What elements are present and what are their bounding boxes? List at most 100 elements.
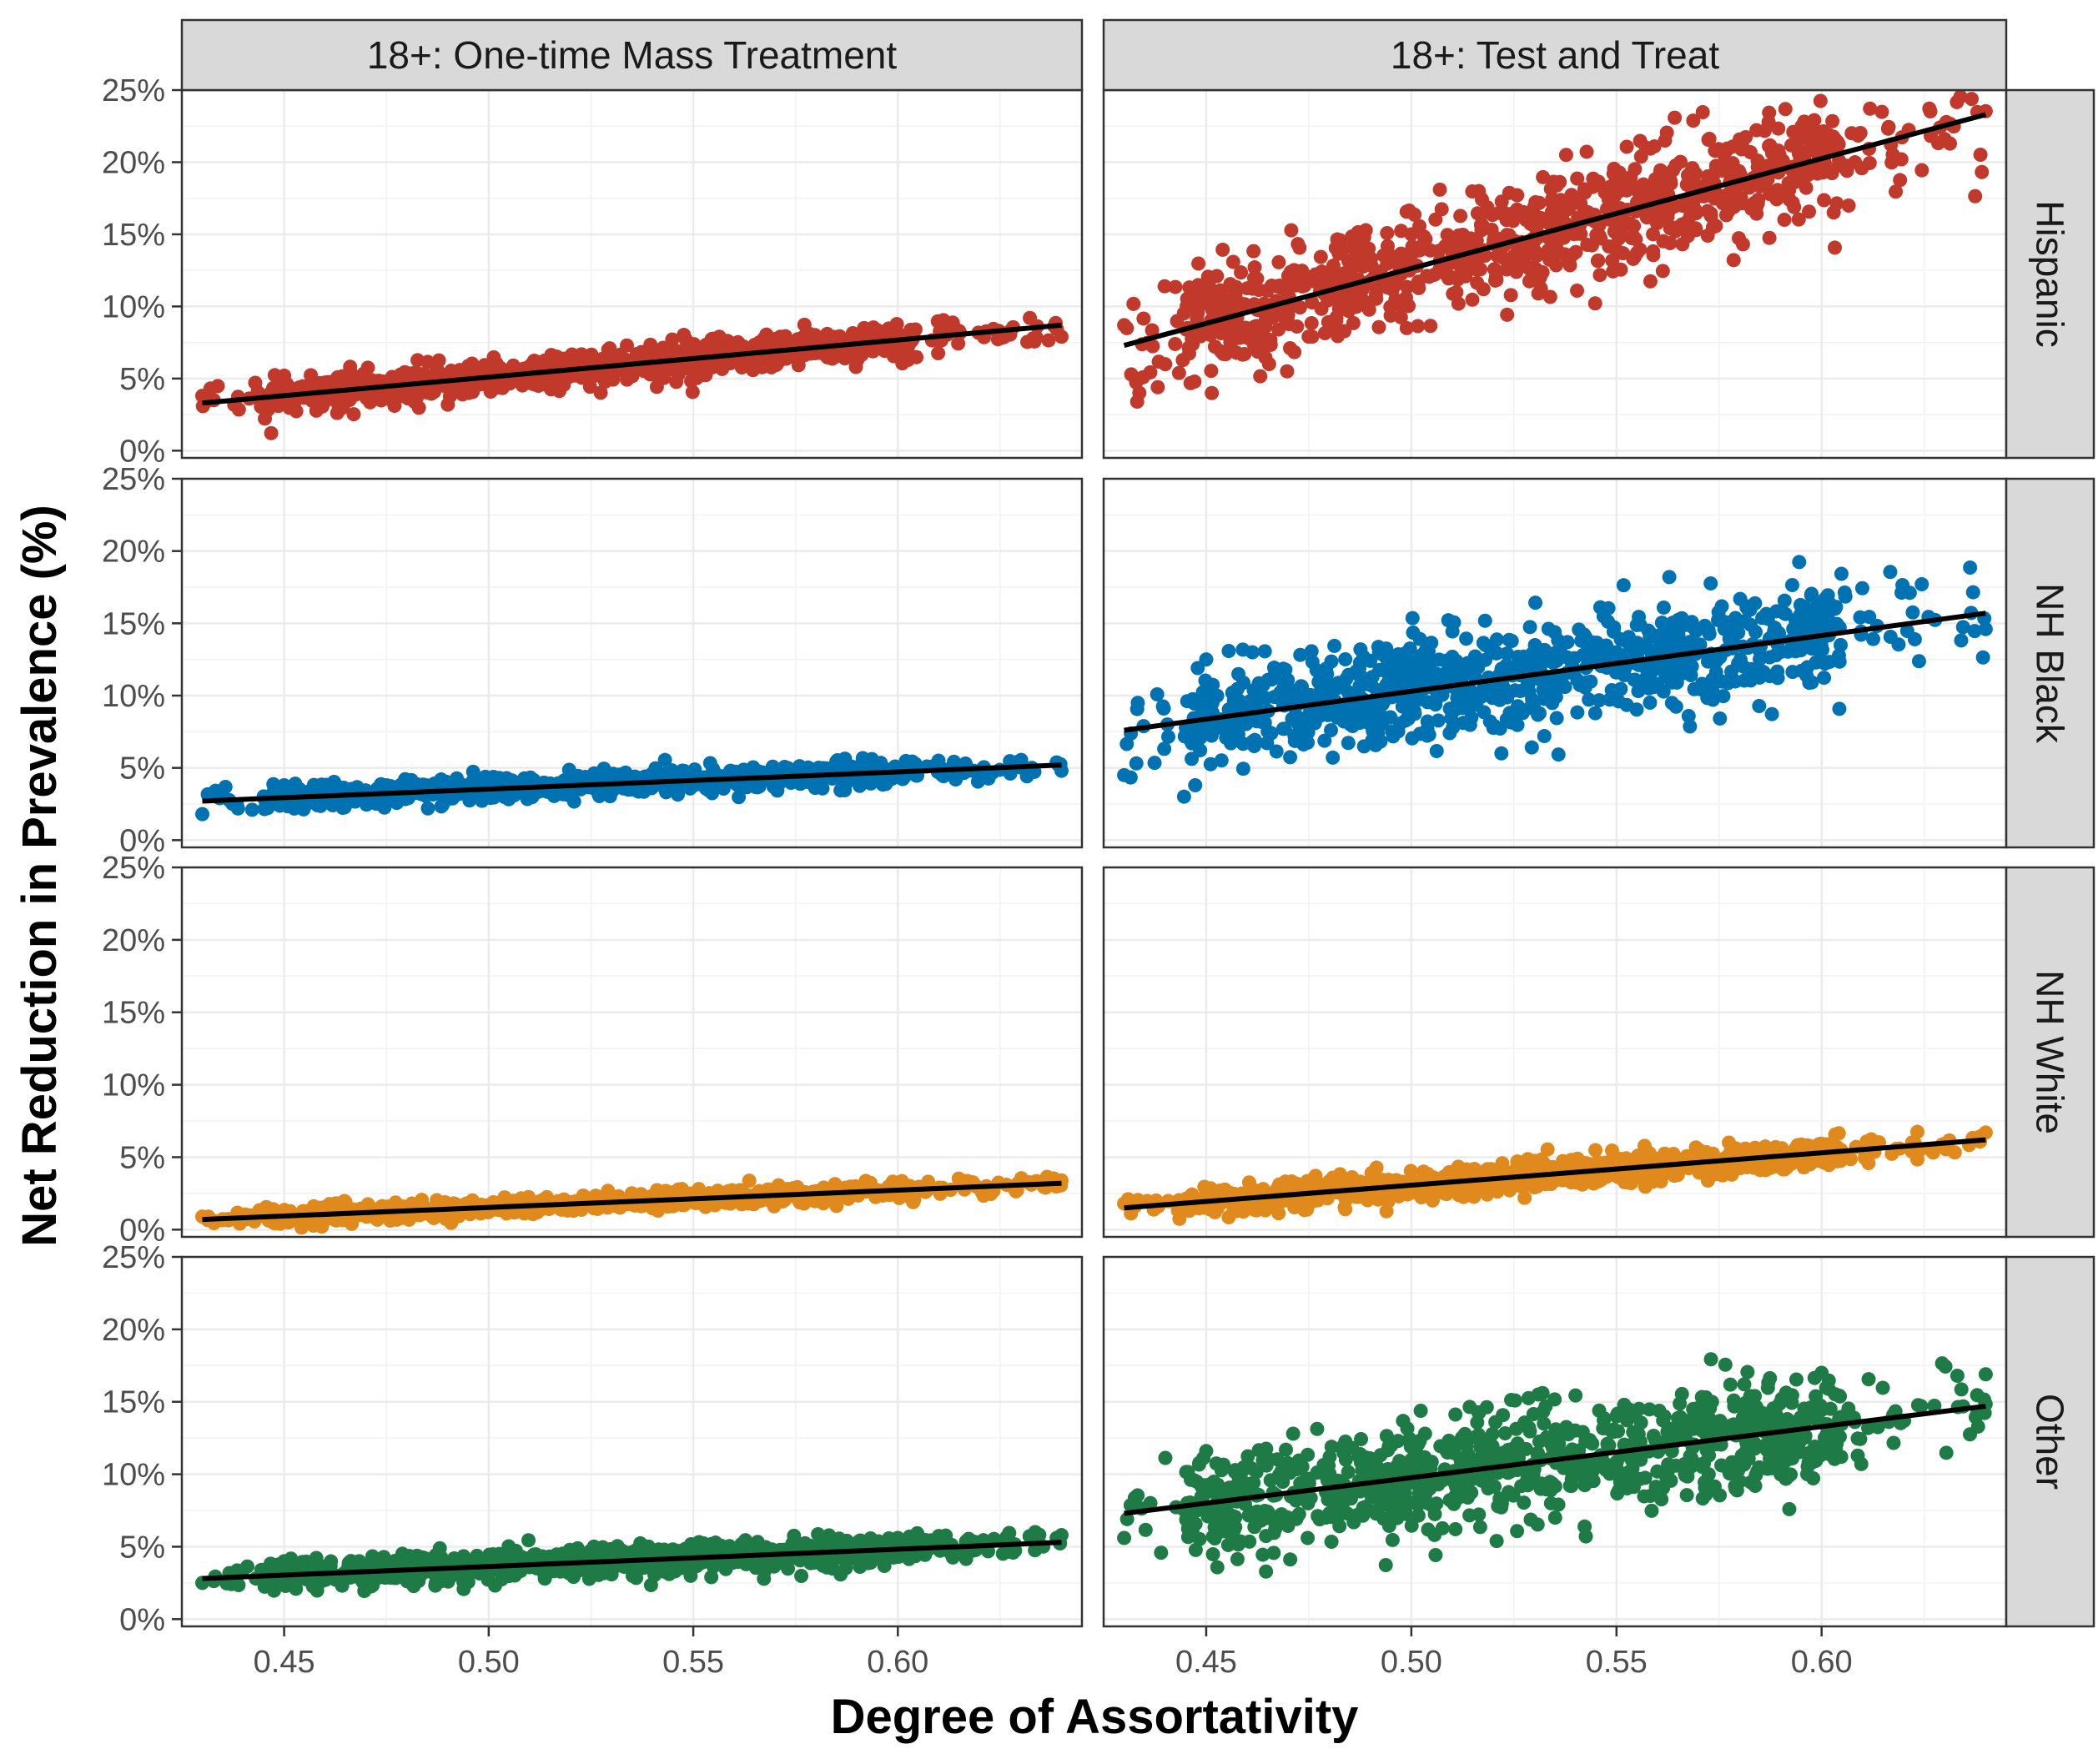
data-point — [1260, 283, 1275, 298]
data-point — [259, 400, 274, 415]
data-point — [1663, 221, 1678, 236]
data-point — [1191, 256, 1206, 271]
data-point — [1317, 326, 1332, 341]
data-point — [439, 774, 454, 789]
data-point — [1186, 333, 1201, 348]
data-point — [589, 1562, 604, 1577]
data-point — [1428, 212, 1443, 227]
data-point — [931, 753, 946, 768]
data-point — [1799, 180, 1814, 195]
data-point — [1292, 240, 1307, 255]
data-point — [1758, 178, 1773, 193]
data-point — [277, 368, 292, 383]
data-point — [1234, 265, 1249, 280]
data-point — [1432, 262, 1447, 277]
data-point — [1937, 132, 1952, 147]
data-point — [1282, 340, 1297, 355]
data-point — [1412, 243, 1427, 258]
data-point — [1889, 184, 1904, 199]
data-point — [1253, 369, 1268, 384]
data-point — [244, 802, 259, 817]
data-point — [1819, 133, 1834, 148]
data-point — [1213, 283, 1228, 298]
data-point — [1675, 199, 1690, 214]
data-point — [1470, 275, 1485, 290]
data-point — [1731, 231, 1746, 246]
data-point — [1721, 204, 1736, 219]
data-point — [1747, 195, 1762, 210]
data-point — [1701, 133, 1716, 148]
data-point — [948, 772, 963, 787]
data-point — [657, 752, 672, 767]
regression-line — [202, 1540, 1062, 1581]
data-point — [936, 769, 951, 784]
data-point — [1922, 101, 1937, 116]
data-point — [1688, 206, 1703, 221]
data-point — [1503, 288, 1518, 303]
data-point — [1700, 229, 1715, 244]
data-point — [277, 1554, 292, 1569]
data-point — [1205, 385, 1220, 400]
data-point — [1738, 129, 1753, 144]
data-point — [1591, 253, 1606, 268]
data-point — [838, 783, 853, 798]
panel-18-test-and-treat-nh-black — [1102, 477, 2008, 849]
data-point — [486, 349, 501, 364]
data-point — [1003, 766, 1018, 781]
data-point — [1346, 235, 1361, 250]
regression-line — [1123, 112, 1987, 349]
data-point — [278, 1579, 293, 1594]
data-point — [1019, 334, 1034, 349]
data-point — [1911, 654, 1926, 669]
data-point — [487, 1578, 502, 1593]
data-point — [618, 765, 633, 780]
data-point — [766, 779, 781, 794]
data-point — [1318, 269, 1333, 284]
panel-18-one-time-mass-treatment-nh-white — [180, 866, 1084, 1239]
data-point — [606, 372, 621, 387]
data-point — [1609, 244, 1624, 259]
data-point — [1679, 177, 1694, 192]
data-point — [686, 342, 701, 357]
data-point — [651, 1204, 666, 1219]
data-point — [1117, 318, 1132, 333]
panel-18-one-time-mass-treatment-hispanic — [180, 88, 1084, 460]
data-point — [1657, 201, 1672, 216]
data-point — [1313, 249, 1328, 264]
data-point — [1241, 324, 1256, 339]
data-point — [561, 762, 576, 777]
data-point — [1832, 701, 1847, 716]
data-point — [1380, 225, 1395, 240]
data-point — [264, 425, 279, 440]
data-point — [1826, 205, 1841, 220]
data-point — [481, 363, 496, 378]
data-point — [1488, 269, 1503, 284]
data-point — [1451, 228, 1467, 243]
data-point — [947, 320, 962, 335]
data-point — [1544, 210, 1559, 225]
data-point — [781, 1561, 796, 1576]
data-point — [1655, 264, 1670, 279]
data-point — [1326, 259, 1341, 274]
panels-layer — [180, 88, 2008, 1628]
data-point — [1136, 311, 1151, 326]
data-point — [757, 1571, 772, 1586]
data-point — [1473, 208, 1488, 223]
data-point — [1286, 263, 1301, 278]
data-point — [1516, 205, 1531, 220]
data-point — [1619, 139, 1634, 154]
data-point — [878, 776, 893, 792]
data-point — [1250, 344, 1265, 359]
data-point — [1813, 93, 1828, 108]
data-point — [794, 1568, 809, 1583]
data-point — [1368, 287, 1383, 302]
data-point — [1283, 750, 1298, 765]
data-point — [1874, 104, 1889, 119]
data-point — [1014, 752, 1029, 767]
data-point — [832, 329, 847, 344]
data-point — [1542, 289, 1557, 304]
data-point — [1725, 139, 1740, 154]
panel-18-test-and-treat-hispanic — [1102, 88, 2008, 460]
data-point — [1135, 369, 1150, 384]
